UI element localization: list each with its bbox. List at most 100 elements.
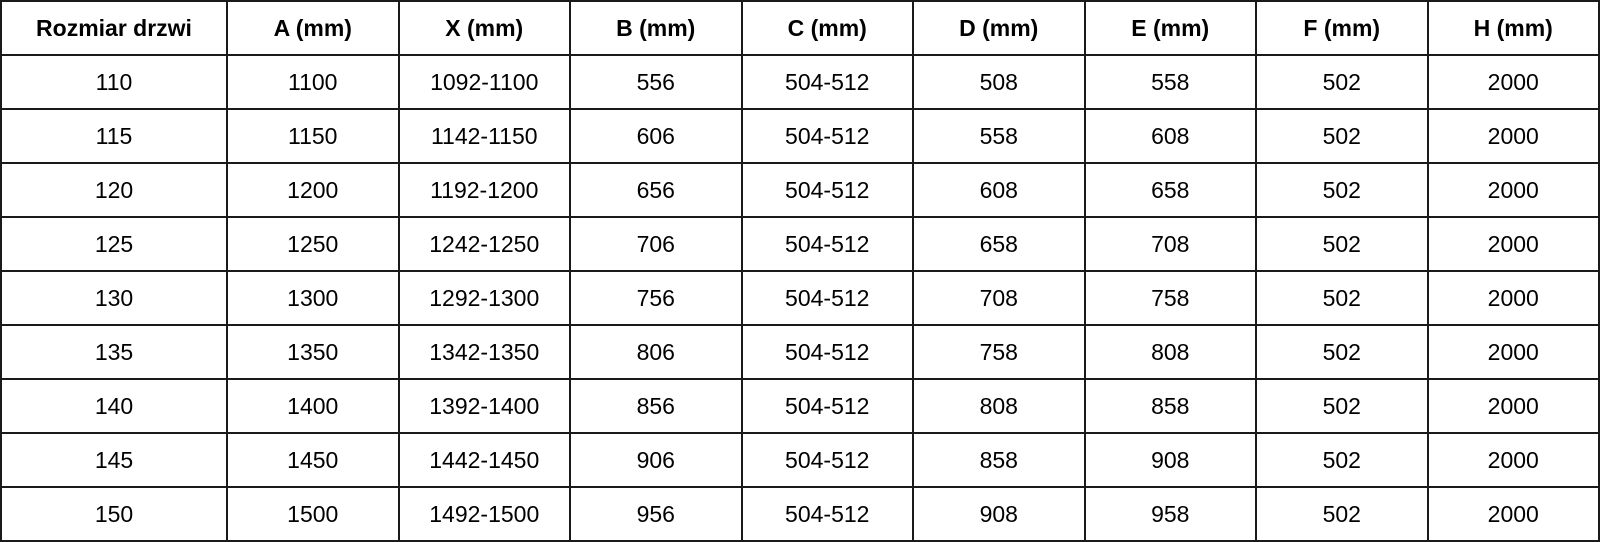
table-cell: 558 xyxy=(1083,54,1257,110)
column-header: D (mm) xyxy=(912,0,1086,56)
table-cell: 708 xyxy=(912,270,1086,326)
table-cell: 806 xyxy=(569,324,743,380)
table-cell: 1442-1450 xyxy=(397,432,571,488)
table-cell: 504-512 xyxy=(740,324,914,380)
table-cell: 1142-1150 xyxy=(397,108,571,164)
column-header: E (mm) xyxy=(1083,0,1257,56)
table-cell: 856 xyxy=(569,378,743,434)
table-cell: 1100 xyxy=(226,54,400,110)
table-cell: 504-512 xyxy=(740,162,914,218)
table-cell: 502 xyxy=(1255,378,1429,434)
table-cell: 656 xyxy=(569,162,743,218)
table-cell: 756 xyxy=(569,270,743,326)
header-row: Rozmiar drzwi A (mm) X (mm) B (mm) C (mm) D (… xyxy=(0,0,1600,56)
table-cell: 2000 xyxy=(1426,108,1600,164)
table-cell: 1392-1400 xyxy=(397,378,571,434)
table-row: 125 1250 1242-1250 706 504-512 658 708 502 2000 xyxy=(0,216,1600,272)
table-cell: 1092-1100 xyxy=(397,54,571,110)
table-cell: 504-512 xyxy=(740,486,914,542)
table-cell: 958 xyxy=(1083,486,1257,542)
column-header: X (mm) xyxy=(397,0,571,56)
table-cell: 1150 xyxy=(226,108,400,164)
table-cell: 2000 xyxy=(1426,324,1600,380)
table-cell: 504-512 xyxy=(740,432,914,488)
table-cell: 1450 xyxy=(226,432,400,488)
table-cell: 502 xyxy=(1255,162,1429,218)
table-cell: 504-512 xyxy=(740,54,914,110)
column-header: F (mm) xyxy=(1255,0,1429,56)
table-cell: 140 xyxy=(0,378,228,434)
table-cell: 150 xyxy=(0,486,228,542)
table-cell: 125 xyxy=(0,216,228,272)
table-cell: 502 xyxy=(1255,216,1429,272)
table-cell: 115 xyxy=(0,108,228,164)
table-cell: 145 xyxy=(0,432,228,488)
table-cell: 2000 xyxy=(1426,270,1600,326)
table-cell: 120 xyxy=(0,162,228,218)
table-cell: 556 xyxy=(569,54,743,110)
table-cell: 1500 xyxy=(226,486,400,542)
table-row: 115 1150 1142-1150 606 504-512 558 608 502 2000 xyxy=(0,108,1600,164)
table-row: 130 1300 1292-1300 756 504-512 708 758 502 2000 xyxy=(0,270,1600,326)
table-cell: 502 xyxy=(1255,324,1429,380)
table-cell: 1350 xyxy=(226,324,400,380)
table-cell: 608 xyxy=(912,162,1086,218)
table-cell: 1242-1250 xyxy=(397,216,571,272)
table-cell: 2000 xyxy=(1426,54,1600,110)
table-cell: 858 xyxy=(912,432,1086,488)
table-cell: 808 xyxy=(1083,324,1257,380)
table-cell: 2000 xyxy=(1426,432,1600,488)
table-cell: 504-512 xyxy=(740,108,914,164)
table-cell: 1492-1500 xyxy=(397,486,571,542)
table-row: 145 1450 1442-1450 906 504-512 858 908 502 2000 xyxy=(0,432,1600,488)
table-cell: 2000 xyxy=(1426,216,1600,272)
table-cell: 502 xyxy=(1255,54,1429,110)
column-header: Rozmiar drzwi xyxy=(0,0,228,56)
column-header: C (mm) xyxy=(740,0,914,56)
table-cell: 708 xyxy=(1083,216,1257,272)
table-cell: 908 xyxy=(912,486,1086,542)
table-cell: 502 xyxy=(1255,432,1429,488)
table-cell: 608 xyxy=(1083,108,1257,164)
column-header: H (mm) xyxy=(1426,0,1600,56)
table-cell: 906 xyxy=(569,432,743,488)
table-cell: 758 xyxy=(1083,270,1257,326)
column-header: B (mm) xyxy=(569,0,743,56)
table-cell: 110 xyxy=(0,54,228,110)
table-cell: 508 xyxy=(912,54,1086,110)
column-header: A (mm) xyxy=(226,0,400,56)
table-cell: 1342-1350 xyxy=(397,324,571,380)
table-cell: 558 xyxy=(912,108,1086,164)
table-cell: 658 xyxy=(1083,162,1257,218)
table-cell: 504-512 xyxy=(740,216,914,272)
table-row: 110 1100 1092-1100 556 504-512 508 558 502 2000 xyxy=(0,54,1600,110)
table-row: 140 1400 1392-1400 856 504-512 808 858 502 2000 xyxy=(0,378,1600,434)
table-cell: 808 xyxy=(912,378,1086,434)
table-cell: 2000 xyxy=(1426,486,1600,542)
table-cell: 606 xyxy=(569,108,743,164)
table-cell: 502 xyxy=(1255,108,1429,164)
table-row: 150 1500 1492-1500 956 504-512 908 958 502 2000 xyxy=(0,486,1600,542)
table-cell: 858 xyxy=(1083,378,1257,434)
table-cell: 504-512 xyxy=(740,270,914,326)
table-cell: 135 xyxy=(0,324,228,380)
table-cell: 908 xyxy=(1083,432,1257,488)
table-cell: 502 xyxy=(1255,270,1429,326)
table-cell: 1192-1200 xyxy=(397,162,571,218)
table-cell: 1292-1300 xyxy=(397,270,571,326)
table-cell: 130 xyxy=(0,270,228,326)
table-row: 120 1200 1192-1200 656 504-512 608 658 502 2000 xyxy=(0,162,1600,218)
table-cell: 758 xyxy=(912,324,1086,380)
table-cell: 1300 xyxy=(226,270,400,326)
table-cell: 1400 xyxy=(226,378,400,434)
table-cell: 658 xyxy=(912,216,1086,272)
table-cell: 2000 xyxy=(1426,162,1600,218)
table-cell: 706 xyxy=(569,216,743,272)
table-cell: 956 xyxy=(569,486,743,542)
table-cell: 502 xyxy=(1255,486,1429,542)
table-cell: 1250 xyxy=(226,216,400,272)
table-cell: 504-512 xyxy=(740,378,914,434)
table-cell: 2000 xyxy=(1426,378,1600,434)
table-row: 135 1350 1342-1350 806 504-512 758 808 502 2000 xyxy=(0,324,1600,380)
